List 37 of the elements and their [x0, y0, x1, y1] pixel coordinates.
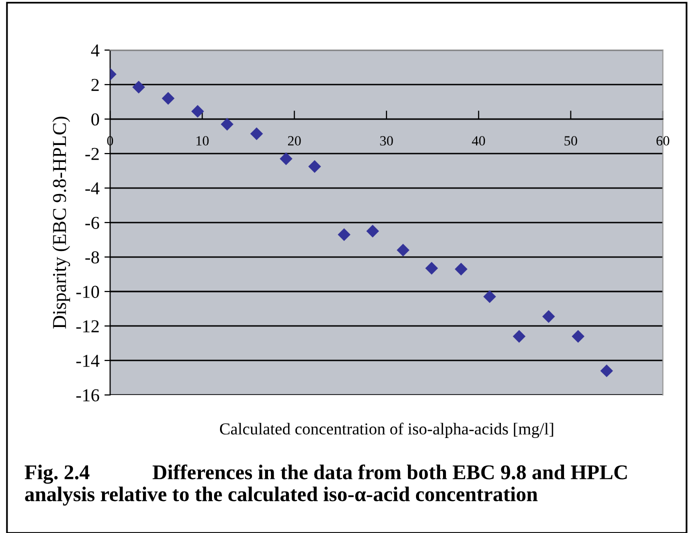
point — [338, 228, 350, 241]
y-tick-label: -8 — [85, 251, 100, 264]
caption: Fig. 2.4 Differences in the data from both EBC 9.8 and HPLC analysis relative to the calculated iso-α-acid concentration — [24, 464, 627, 506]
x-tick-label: 20 — [288, 136, 301, 146]
y-tick-label: -16 — [76, 389, 100, 402]
point — [542, 310, 555, 323]
x-tick-label: 50 — [564, 136, 578, 146]
point — [425, 262, 438, 275]
y-axis-title: Disparity (EBC 9.8-HPLC) — [52, 116, 70, 329]
y-tick-label: -10 — [76, 286, 100, 298]
y-tick-label: -12 — [76, 320, 99, 332]
x-tick-label: 30 — [380, 136, 393, 146]
y-tick-label: 0 — [91, 113, 100, 126]
x-tick-label: 40 — [472, 136, 486, 146]
point — [366, 224, 380, 238]
y-tick-label: -14 — [76, 354, 100, 367]
y-tick-label: 2 — [91, 78, 99, 91]
point — [162, 92, 175, 105]
point — [308, 160, 321, 173]
x-tick-label: 60 — [656, 136, 670, 146]
point — [220, 118, 234, 131]
point — [250, 127, 263, 140]
point — [191, 104, 204, 118]
point — [396, 244, 410, 256]
point — [454, 262, 468, 276]
point — [600, 364, 614, 378]
point — [483, 290, 496, 304]
point — [280, 152, 292, 166]
point — [132, 80, 146, 94]
point — [572, 330, 584, 343]
x-tick-label: 10 — [196, 136, 209, 146]
x-axis-title: Calculated concentration of iso-alpha-acids [mg/l] — [220, 422, 554, 438]
y-tick-label: -2 — [85, 148, 99, 160]
y-tick-label: -6 — [85, 216, 100, 229]
point — [512, 330, 526, 343]
y-tick-label: -4 — [85, 182, 100, 194]
y-tick-label: 4 — [91, 44, 100, 56]
